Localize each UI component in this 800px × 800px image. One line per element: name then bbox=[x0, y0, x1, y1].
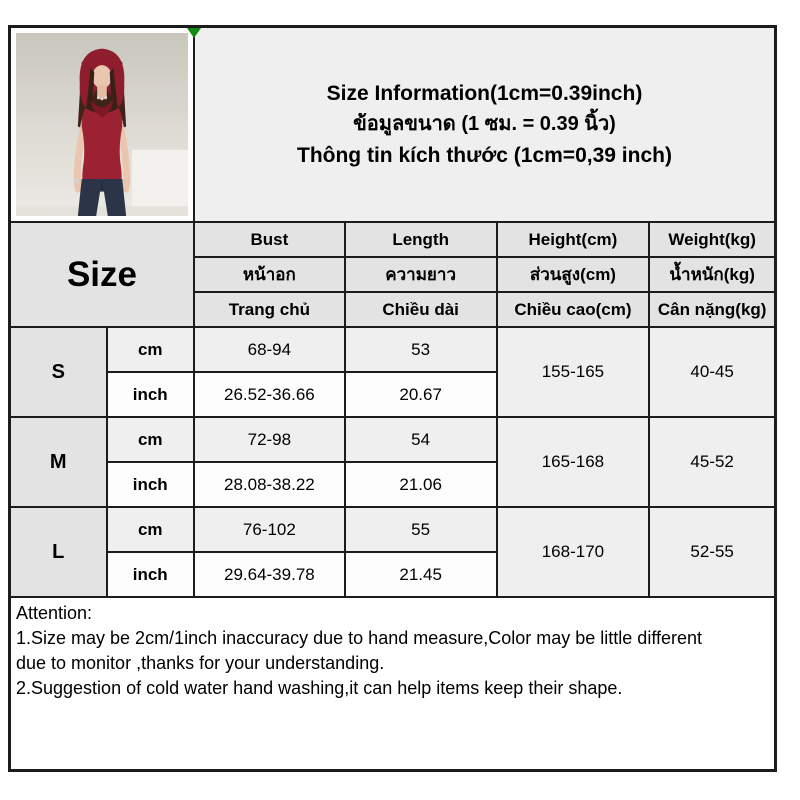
header-bust-vi: Trang chủ bbox=[192, 291, 346, 328]
header-length-vi: Chiều dài bbox=[343, 291, 498, 328]
height-value: 165-168 bbox=[495, 416, 651, 508]
header-bust-en: Bust bbox=[192, 221, 346, 258]
attention-line: Attention: bbox=[16, 603, 93, 623]
length-value: 20.67 bbox=[343, 371, 498, 418]
height-value: 155-165 bbox=[495, 326, 651, 418]
unit-label: cm bbox=[105, 326, 195, 373]
title-english: Size Information(1cm=0.39inch) bbox=[326, 82, 643, 105]
unit-label: cm bbox=[105, 416, 195, 463]
size-label: M bbox=[9, 416, 108, 508]
attention-line: due to monitor ,thanks for your understa… bbox=[16, 653, 385, 673]
bust-value: 68-94 bbox=[192, 326, 346, 373]
length-value: 53 bbox=[343, 326, 498, 373]
bust-value: 28.08-38.22 bbox=[192, 461, 346, 508]
header-weight-vi: Cân nặng(kg) bbox=[648, 291, 776, 328]
unit-label: cm bbox=[105, 506, 195, 553]
header-length-en: Length bbox=[343, 221, 498, 258]
bust-value: 76-102 bbox=[192, 506, 346, 553]
unit-label: inch bbox=[105, 371, 195, 418]
length-value: 55 bbox=[343, 506, 498, 553]
header-bust-th: หน้าอก bbox=[192, 256, 346, 293]
bust-value: 26.52-36.66 bbox=[192, 371, 346, 418]
header-length-th: ความยาว bbox=[343, 256, 498, 293]
size-info-title: Size Information(1cm=0.39inch) ข้อมูลขนา… bbox=[192, 26, 777, 223]
size-label: S bbox=[9, 326, 108, 418]
length-value: 21.45 bbox=[343, 551, 498, 598]
title-thai: ข้อมูลขนาด (1 ซม. = 0.39 นิ้ว) bbox=[353, 113, 616, 135]
header-height-vi: Chiều cao(cm) bbox=[495, 291, 651, 328]
attention-note: Attention: 1.Size may be 2cm/1inch inacc… bbox=[9, 596, 776, 771]
length-value: 54 bbox=[343, 416, 498, 463]
size-label: L bbox=[9, 506, 108, 598]
bust-value: 29.64-39.78 bbox=[192, 551, 346, 598]
size-header-cell: Size bbox=[9, 221, 195, 328]
unit-label: inch bbox=[105, 551, 195, 598]
weight-value: 52-55 bbox=[648, 506, 776, 598]
product-photo bbox=[9, 26, 195, 223]
height-value: 168-170 bbox=[495, 506, 651, 598]
length-value: 21.06 bbox=[343, 461, 498, 508]
model-photo-illustration bbox=[16, 33, 188, 216]
weight-value: 45-52 bbox=[648, 416, 776, 508]
unit-label: inch bbox=[105, 461, 195, 508]
size-table: Size Information(1cm=0.39inch) ข้อมูลขนา… bbox=[9, 26, 777, 771]
attention-line: 2.Suggestion of cold water hand washing,… bbox=[16, 678, 623, 698]
bust-value: 72-98 bbox=[192, 416, 346, 463]
attention-line: 1.Size may be 2cm/1inch inaccuracy due t… bbox=[16, 628, 703, 648]
size-chart-panel: Size Information(1cm=0.39inch) ข้อมูลขนา… bbox=[8, 25, 777, 772]
header-weight-en: Weight(kg) bbox=[648, 221, 776, 258]
header-height-th: ส่วนสูง(cm) bbox=[495, 256, 651, 293]
header-weight-th: น้ำหนัก(kg) bbox=[648, 256, 776, 293]
title-vietnamese: Thông tin kích thước (1cm=0,39 inch) bbox=[297, 144, 672, 167]
weight-value: 40-45 bbox=[648, 326, 776, 418]
header-height-en: Height(cm) bbox=[495, 221, 651, 258]
green-marker-icon bbox=[187, 28, 201, 38]
